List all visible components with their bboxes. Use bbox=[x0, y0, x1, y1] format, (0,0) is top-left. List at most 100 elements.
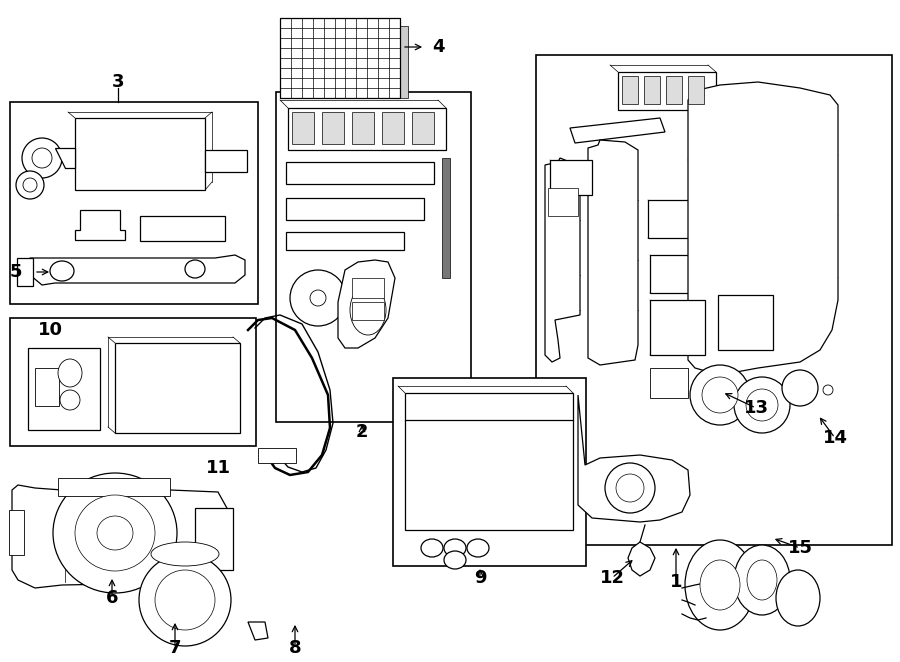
Text: 5: 5 bbox=[10, 263, 22, 281]
Ellipse shape bbox=[690, 365, 750, 425]
Polygon shape bbox=[578, 395, 690, 522]
Ellipse shape bbox=[747, 560, 777, 600]
Text: 14: 14 bbox=[823, 429, 848, 447]
Ellipse shape bbox=[23, 178, 37, 192]
Ellipse shape bbox=[32, 148, 52, 168]
Ellipse shape bbox=[290, 270, 346, 326]
Bar bbox=[258, 448, 296, 463]
Ellipse shape bbox=[605, 463, 655, 513]
Text: 2: 2 bbox=[356, 423, 368, 441]
Ellipse shape bbox=[350, 285, 386, 335]
Ellipse shape bbox=[467, 539, 489, 557]
Bar bbox=[650, 300, 705, 355]
Ellipse shape bbox=[58, 359, 82, 387]
Bar bbox=[292, 112, 314, 144]
Bar bbox=[650, 368, 688, 398]
Ellipse shape bbox=[151, 542, 219, 566]
Ellipse shape bbox=[616, 474, 644, 502]
Ellipse shape bbox=[421, 539, 443, 557]
Bar bbox=[286, 198, 424, 220]
Bar bbox=[688, 76, 704, 104]
Bar bbox=[405, 393, 573, 421]
Bar bbox=[412, 112, 434, 144]
Ellipse shape bbox=[60, 390, 80, 410]
Text: 1: 1 bbox=[670, 573, 682, 591]
Bar bbox=[622, 76, 638, 104]
Bar bbox=[28, 348, 100, 430]
Bar bbox=[548, 188, 578, 216]
Bar bbox=[405, 420, 573, 530]
Ellipse shape bbox=[823, 385, 833, 395]
Text: 11: 11 bbox=[205, 459, 230, 477]
Bar bbox=[442, 158, 450, 278]
Bar bbox=[17, 258, 33, 286]
Polygon shape bbox=[248, 622, 268, 640]
Ellipse shape bbox=[75, 495, 155, 571]
Bar bbox=[58, 478, 170, 496]
Ellipse shape bbox=[310, 290, 326, 306]
Ellipse shape bbox=[139, 554, 231, 646]
Text: 10: 10 bbox=[38, 321, 63, 339]
Bar bbox=[536, 55, 892, 545]
Ellipse shape bbox=[746, 389, 778, 421]
Bar bbox=[75, 118, 205, 190]
Bar bbox=[550, 160, 592, 195]
Text: 8: 8 bbox=[289, 639, 302, 657]
Bar bbox=[393, 378, 586, 566]
Polygon shape bbox=[338, 260, 395, 348]
Polygon shape bbox=[570, 118, 665, 143]
Ellipse shape bbox=[734, 545, 790, 615]
Ellipse shape bbox=[444, 551, 466, 569]
Text: 9: 9 bbox=[473, 569, 486, 587]
Polygon shape bbox=[75, 210, 125, 240]
Ellipse shape bbox=[444, 539, 466, 557]
Bar bbox=[280, 18, 400, 98]
Ellipse shape bbox=[155, 570, 215, 630]
Bar bbox=[666, 76, 682, 104]
Ellipse shape bbox=[700, 560, 740, 610]
Bar bbox=[35, 368, 59, 406]
Bar bbox=[352, 112, 374, 144]
Ellipse shape bbox=[185, 260, 205, 278]
Bar bbox=[644, 76, 660, 104]
Text: 4: 4 bbox=[432, 38, 445, 56]
Ellipse shape bbox=[776, 570, 820, 626]
Bar bbox=[140, 216, 225, 241]
Bar bbox=[286, 162, 434, 184]
Bar bbox=[9, 510, 24, 555]
Bar bbox=[648, 200, 696, 238]
Bar bbox=[382, 112, 404, 144]
Text: 13: 13 bbox=[743, 399, 769, 417]
Ellipse shape bbox=[685, 540, 755, 630]
Ellipse shape bbox=[782, 370, 818, 406]
Text: 15: 15 bbox=[788, 539, 813, 557]
Bar bbox=[115, 343, 240, 433]
Polygon shape bbox=[55, 148, 75, 168]
Ellipse shape bbox=[97, 516, 133, 550]
Bar bbox=[288, 108, 446, 150]
Bar bbox=[618, 72, 716, 110]
Text: 3: 3 bbox=[112, 73, 124, 91]
Ellipse shape bbox=[734, 377, 790, 433]
Ellipse shape bbox=[16, 171, 44, 199]
Polygon shape bbox=[588, 140, 638, 365]
Bar bbox=[286, 232, 404, 250]
Ellipse shape bbox=[53, 473, 177, 593]
Bar bbox=[352, 302, 384, 320]
Bar bbox=[352, 278, 384, 298]
Text: 6: 6 bbox=[106, 589, 118, 607]
Polygon shape bbox=[30, 255, 245, 285]
Text: 12: 12 bbox=[599, 569, 625, 587]
Polygon shape bbox=[628, 542, 655, 576]
Bar bbox=[322, 112, 344, 144]
Bar bbox=[650, 255, 698, 293]
Polygon shape bbox=[12, 485, 228, 588]
Text: 7: 7 bbox=[169, 639, 181, 657]
Bar bbox=[276, 92, 471, 422]
Bar bbox=[718, 295, 773, 350]
Ellipse shape bbox=[22, 138, 62, 178]
Polygon shape bbox=[545, 158, 580, 362]
Ellipse shape bbox=[702, 377, 738, 413]
Bar bbox=[10, 318, 256, 446]
Ellipse shape bbox=[50, 261, 74, 281]
